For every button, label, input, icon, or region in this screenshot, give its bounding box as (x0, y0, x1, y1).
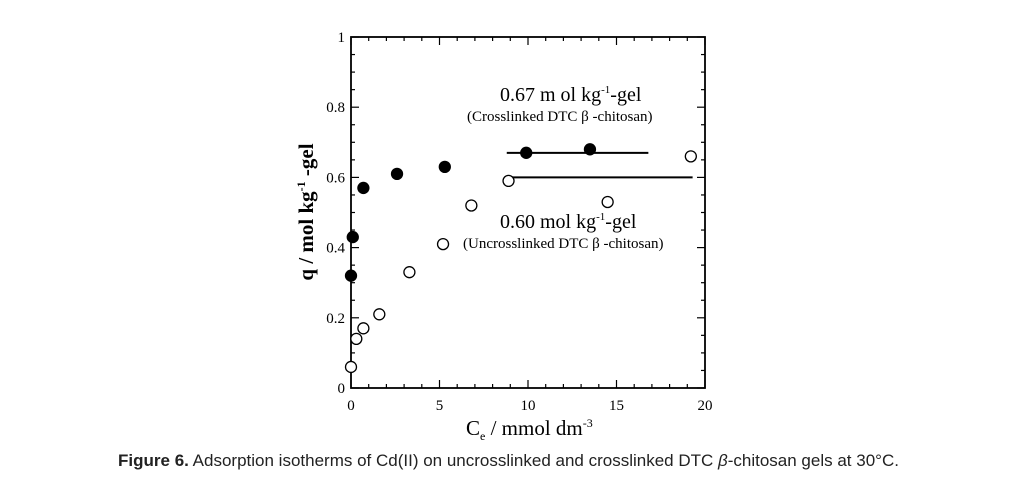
crosslinked-data-point (438, 160, 451, 174)
uncrosslinked-data-point (357, 322, 370, 335)
uncrosslinked-data-point (465, 199, 478, 212)
uncrosslinked-data-point (350, 332, 363, 346)
caption-beta: β (718, 451, 728, 470)
caption-label: Figure 6. (118, 451, 189, 470)
x-tick-label: 0 (347, 398, 355, 414)
y-tick-label: 1 (338, 30, 346, 46)
crosslinked-data-point (344, 269, 358, 282)
caption-text-before: Adsorption isotherms of Cd(II) on uncros… (188, 451, 719, 470)
y-tick-label: 0.6 (326, 170, 345, 186)
annotation-uncrosslinked-label: (Uncrosslinked DTC β -chitosan) (463, 236, 664, 252)
y-tick-label: 0.2 (326, 311, 345, 327)
uncrosslinked-data-point (684, 150, 697, 163)
x-axis-label: Ce / mmol dm-3 (466, 416, 593, 443)
x-tick-label: 20 (698, 398, 713, 414)
uncrosslinked-data-point (436, 237, 450, 251)
crosslinked-data-point (583, 143, 597, 156)
data-points (344, 143, 697, 374)
y-tick-label: 0.8 (326, 100, 345, 116)
uncrosslinked-data-point (601, 195, 614, 209)
uncrosslinked-data-point (502, 174, 515, 188)
crosslinked-data-point (357, 181, 370, 195)
axis-ticks (350, 36, 706, 389)
annotation-uncrosslinked-value: 0.60 mol kg-1-gel (500, 211, 637, 233)
figure-caption: Figure 6. Adsorption isotherms of Cd(II)… (0, 451, 1017, 471)
reference-lines (506, 151, 693, 179)
caption-text-after: -chitosan gels at 30°C. (727, 451, 899, 470)
uncrosslinked-data-point (373, 308, 386, 321)
x-tick-label: 5 (436, 398, 444, 414)
crosslinked-data-point (390, 167, 404, 181)
x-tick-label: 10 (521, 398, 536, 414)
annotation-crosslinked-value: 0.67 m ol kg-1-gel (500, 84, 642, 106)
axis-tick-labels: 0 5 10 15 20 0 0.2 0.4 0.6 0.8 1 (326, 30, 712, 414)
crosslinked-data-point (346, 230, 359, 244)
y-axis-label: q / mol kg-1 -gel (294, 143, 318, 280)
uncrosslinked-data-point (403, 266, 416, 279)
crosslinked-data-point (520, 146, 533, 159)
uncrosslinked-data-point (344, 360, 358, 374)
annotation-crosslinked-label: (Crosslinked DTC β -chitosan) (467, 109, 653, 125)
y-tick-label: 0.4 (326, 241, 345, 257)
y-tick-label: 0 (338, 381, 346, 397)
x-tick-label: 15 (609, 398, 624, 414)
